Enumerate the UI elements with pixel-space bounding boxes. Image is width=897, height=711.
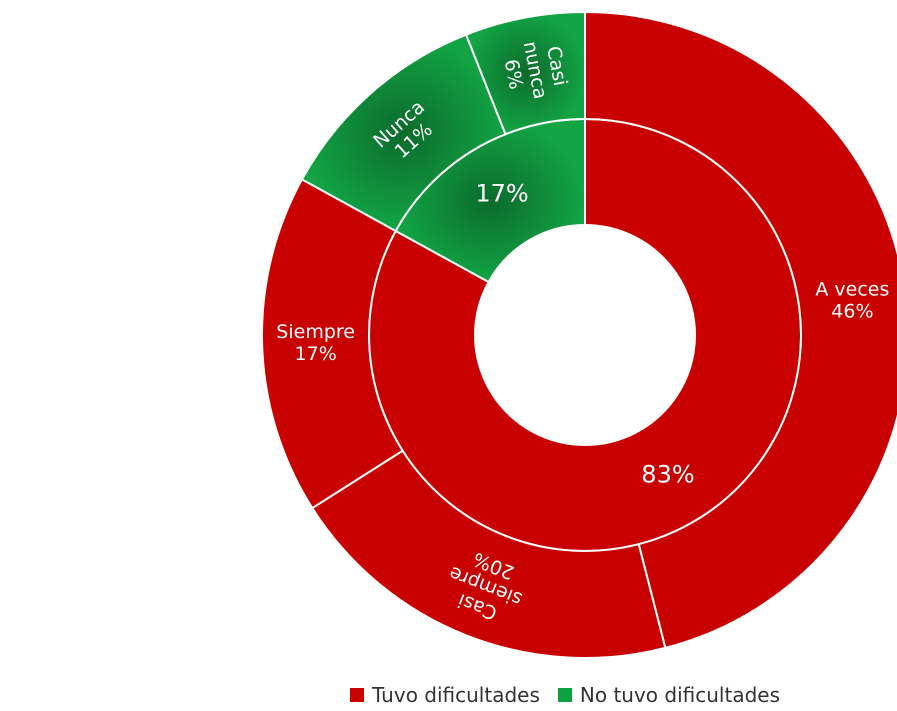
outer-segment-a-veces bbox=[584, 10, 897, 650]
outer-segment-siempre bbox=[261, 178, 405, 510]
inner-label-no-tuvo-dificultades: 17% bbox=[475, 180, 528, 208]
outer-segment-casi-nunca bbox=[464, 10, 586, 136]
legend-label-no-tuvo: No tuvo dificultades bbox=[579, 683, 780, 707]
outer-segment-casi-siempre bbox=[310, 449, 667, 659]
legend-item-tuvo: Tuvo dificultades bbox=[350, 683, 540, 707]
inner-label-tuvo-dificultades: 83% bbox=[641, 460, 694, 488]
legend-swatch-tuvo bbox=[350, 688, 364, 702]
outer-pct-siempre: 17% bbox=[295, 343, 337, 365]
outer-label-text-siempre-0: Siempre bbox=[276, 321, 355, 343]
legend-item-no-tuvo: No tuvo dificultades bbox=[557, 683, 780, 707]
legend-label-tuvo: Tuvo dificultades bbox=[372, 683, 540, 707]
legend: Tuvo dificultades No tuvo dificultades bbox=[350, 680, 780, 710]
chart-segments bbox=[261, 10, 897, 659]
outer-label-text-a-veces-0: A veces bbox=[815, 279, 889, 301]
legend-swatch-no-tuvo bbox=[557, 688, 572, 702]
outer-pct-a-veces: 46% bbox=[831, 301, 873, 323]
